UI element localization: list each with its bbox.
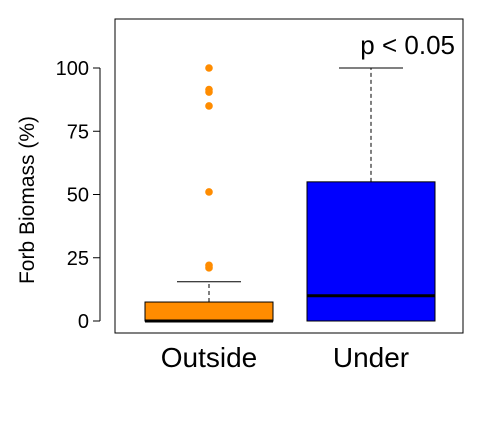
x-axis-labels: Outside Under [161, 342, 409, 373]
plot-frame [114, 18, 464, 334]
iqr-box [144, 301, 274, 322]
y-tick-label: 75 [67, 121, 89, 143]
iqr-box [306, 181, 436, 322]
y-tick-label: 100 [56, 58, 89, 80]
box-group-outside [144, 64, 274, 323]
x-category-label-under: Under [333, 342, 409, 373]
significance-annotation: p < 0.05 [360, 30, 455, 60]
y-axis-title: Forb Biomass (%) [16, 116, 39, 284]
y-axis: 0 25 50 75 100 [56, 58, 101, 333]
x-category-label-outside: Outside [161, 342, 258, 373]
outlier-point [205, 261, 213, 270]
y-tick-label: 0 [78, 311, 89, 333]
box-group-under [306, 67, 436, 322]
outlier-point [205, 85, 213, 94]
y-tick-label: 50 [67, 185, 89, 207]
outlier-point [205, 64, 213, 72]
box-groups [144, 64, 436, 323]
outlier-point [205, 102, 213, 110]
y-tick-label: 25 [67, 248, 89, 270]
outlier-point [205, 188, 213, 196]
